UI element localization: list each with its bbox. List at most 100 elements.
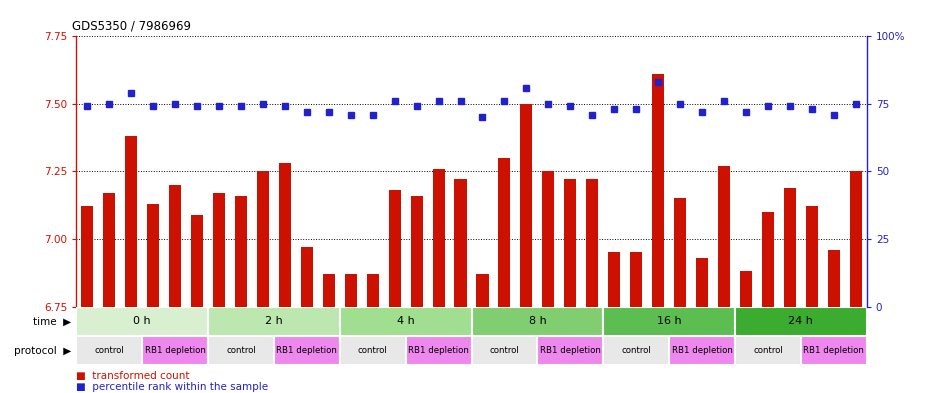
Bar bbox=[586, 180, 598, 307]
Text: GSM1220805: GSM1220805 bbox=[280, 309, 289, 360]
Bar bbox=[147, 204, 159, 307]
Bar bbox=[652, 74, 664, 307]
Text: GSM1220797: GSM1220797 bbox=[741, 309, 751, 360]
Text: GSM1220815: GSM1220815 bbox=[830, 309, 838, 360]
Bar bbox=[405, 336, 472, 365]
Bar bbox=[142, 336, 208, 365]
Text: GSM1220818: GSM1220818 bbox=[391, 309, 399, 360]
Text: GSM1220808: GSM1220808 bbox=[675, 309, 684, 360]
Bar bbox=[565, 180, 577, 307]
Text: GSM1220822: GSM1220822 bbox=[193, 309, 202, 360]
Text: GSM1220821: GSM1220821 bbox=[786, 309, 794, 360]
Bar bbox=[604, 336, 669, 365]
Text: GSM1220824: GSM1220824 bbox=[456, 309, 465, 360]
Bar bbox=[208, 307, 339, 336]
Text: GSM1220799: GSM1220799 bbox=[236, 309, 246, 360]
Text: 24 h: 24 h bbox=[789, 316, 814, 326]
Text: control: control bbox=[358, 346, 388, 355]
Bar bbox=[81, 206, 93, 307]
Bar bbox=[366, 274, 379, 307]
Text: GSM1220794: GSM1220794 bbox=[346, 309, 355, 360]
Bar bbox=[608, 252, 620, 307]
Text: control: control bbox=[489, 346, 519, 355]
Bar bbox=[476, 274, 488, 307]
Bar bbox=[669, 336, 735, 365]
Text: control: control bbox=[94, 346, 124, 355]
Bar bbox=[735, 336, 801, 365]
Text: RB1 depletion: RB1 depletion bbox=[276, 346, 338, 355]
Bar bbox=[273, 336, 339, 365]
Text: GSM1220796: GSM1220796 bbox=[610, 309, 618, 360]
Bar bbox=[805, 206, 817, 307]
Bar bbox=[323, 274, 335, 307]
Bar bbox=[735, 307, 867, 336]
Bar bbox=[103, 193, 115, 307]
Bar bbox=[696, 258, 708, 307]
Bar bbox=[339, 307, 472, 336]
Text: GSM1220807: GSM1220807 bbox=[544, 309, 552, 360]
Text: GSM1220806: GSM1220806 bbox=[412, 309, 421, 360]
Bar bbox=[850, 171, 862, 307]
Text: GSM1220801: GSM1220801 bbox=[500, 309, 509, 360]
Bar bbox=[521, 104, 533, 307]
Text: control: control bbox=[753, 346, 783, 355]
Bar bbox=[410, 196, 422, 307]
Text: GSM1220810: GSM1220810 bbox=[170, 309, 179, 360]
Text: GSM1220802: GSM1220802 bbox=[631, 309, 641, 360]
Bar bbox=[455, 180, 467, 307]
Bar bbox=[345, 274, 357, 307]
Text: control: control bbox=[621, 346, 651, 355]
Bar bbox=[538, 336, 604, 365]
Bar bbox=[213, 193, 225, 307]
Text: GSM1220827: GSM1220827 bbox=[851, 309, 860, 360]
Bar bbox=[472, 336, 538, 365]
Bar bbox=[279, 163, 291, 307]
Text: RB1 depletion: RB1 depletion bbox=[408, 346, 469, 355]
Text: GSM1220792: GSM1220792 bbox=[83, 309, 92, 360]
Bar bbox=[674, 198, 686, 307]
Bar bbox=[432, 169, 445, 307]
Text: GSM1220814: GSM1220814 bbox=[698, 309, 707, 360]
Bar bbox=[300, 247, 312, 307]
Text: 0 h: 0 h bbox=[133, 316, 151, 326]
Text: 4 h: 4 h bbox=[397, 316, 415, 326]
Bar bbox=[257, 171, 269, 307]
Text: GSM1220804: GSM1220804 bbox=[149, 309, 157, 360]
Bar bbox=[169, 185, 181, 307]
Bar bbox=[76, 307, 208, 336]
Text: GSM1220812: GSM1220812 bbox=[434, 309, 443, 360]
Bar bbox=[801, 336, 867, 365]
Text: GSM1220825: GSM1220825 bbox=[588, 309, 597, 360]
Bar bbox=[542, 171, 554, 307]
Bar bbox=[631, 252, 643, 307]
Text: GSM1220795: GSM1220795 bbox=[478, 309, 487, 360]
Bar bbox=[126, 136, 138, 307]
Bar bbox=[472, 307, 604, 336]
Bar bbox=[339, 336, 405, 365]
Bar bbox=[784, 187, 796, 307]
Text: RB1 depletion: RB1 depletion bbox=[671, 346, 733, 355]
Text: ■  percentile rank within the sample: ■ percentile rank within the sample bbox=[76, 382, 269, 391]
Text: 2 h: 2 h bbox=[265, 316, 283, 326]
Text: GSM1220823: GSM1220823 bbox=[325, 309, 333, 360]
Text: time  ▶: time ▶ bbox=[33, 316, 72, 326]
Text: protocol  ▶: protocol ▶ bbox=[14, 346, 72, 356]
Text: RB1 depletion: RB1 depletion bbox=[540, 346, 601, 355]
Text: 8 h: 8 h bbox=[528, 316, 546, 326]
Text: 16 h: 16 h bbox=[657, 316, 682, 326]
Bar bbox=[235, 196, 247, 307]
Bar bbox=[762, 212, 774, 307]
Bar bbox=[389, 190, 401, 307]
Text: RB1 depletion: RB1 depletion bbox=[804, 346, 864, 355]
Text: GSM1220816: GSM1220816 bbox=[126, 309, 136, 360]
Text: GSM1220820: GSM1220820 bbox=[654, 309, 663, 360]
Text: control: control bbox=[226, 346, 256, 355]
Text: GSM1220793: GSM1220793 bbox=[215, 309, 223, 360]
Bar bbox=[718, 166, 730, 307]
Bar bbox=[740, 272, 752, 307]
Bar bbox=[498, 158, 511, 307]
Text: GSM1220826: GSM1220826 bbox=[720, 309, 728, 360]
Text: ■  transformed count: ■ transformed count bbox=[76, 371, 190, 381]
Text: GSM1220798: GSM1220798 bbox=[105, 309, 113, 360]
Text: GSM1220819: GSM1220819 bbox=[522, 309, 531, 360]
